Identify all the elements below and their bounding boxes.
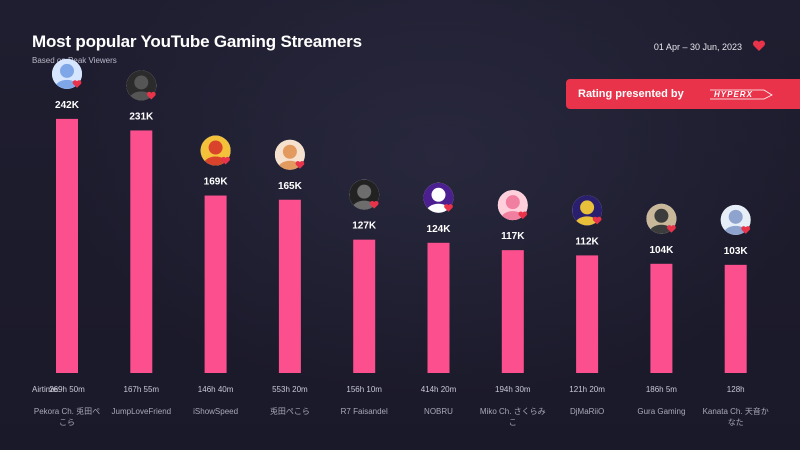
bar-5 <box>353 239 376 373</box>
value-label-5: 127K <box>352 221 377 232</box>
bar-3 <box>204 195 227 373</box>
streamer-name-7: Miko Ch. さくらみ <box>480 407 546 416</box>
bar-9 <box>650 263 673 373</box>
anime-girl-avatar-icon <box>720 204 751 235</box>
airtime-label-5: 156h 10m <box>346 385 382 394</box>
heart-badge-icon <box>444 204 453 212</box>
airtime-label-6: 414h 20m <box>421 385 457 394</box>
value-label-4: 165K <box>278 181 303 192</box>
anime-girl-avatar-icon <box>497 190 528 221</box>
streamer-name-6: NOBRU <box>424 407 453 416</box>
heart-badge-icon <box>369 200 379 209</box>
value-label-9: 104K <box>649 245 674 256</box>
airtime-label-7: 194h 30m <box>495 385 531 394</box>
airtime-prefix: Airtime: <box>32 385 59 394</box>
anime-girl-avatar-icon <box>274 139 305 170</box>
heart-badge-icon <box>72 80 82 88</box>
anime-girl-avatar-icon <box>52 58 82 89</box>
value-label-2: 231K <box>129 111 154 122</box>
streamer-name-10: Kanata Ch. 天音か <box>703 406 769 416</box>
svg-text:HYPERX: HYPERX <box>714 90 753 99</box>
cartoon-avatar-icon <box>200 135 231 166</box>
streamer-name-8: DjMaRiiO <box>570 407 604 416</box>
logo-avatar-icon <box>572 195 603 226</box>
bar-6 <box>427 242 450 373</box>
airtime-label-1: 269h 50m <box>49 385 85 394</box>
bar-4 <box>278 199 301 373</box>
heart-badge-icon <box>667 225 676 233</box>
streamer-name-10: なた <box>728 418 744 427</box>
value-label-8: 112K <box>575 236 599 247</box>
value-label-1: 242K <box>55 100 80 111</box>
bar-2 <box>130 130 153 373</box>
bar-10 <box>724 264 747 373</box>
bar-7 <box>501 250 524 373</box>
heart-badge-icon <box>518 211 528 220</box>
n-logo-avatar-icon <box>423 182 454 213</box>
airtime-label-9: 186h 5m <box>646 385 677 394</box>
heart-badge-icon <box>221 156 230 165</box>
hyperx-logo: HYPERX <box>710 89 773 100</box>
streamer-name-7: こ <box>509 418 517 427</box>
streamer-name-1: こら <box>59 418 75 427</box>
streamer-name-5: R7 Faisandel <box>341 407 388 416</box>
chart-title: Most popular YouTube Gaming Streamers <box>32 32 362 51</box>
heart-badge-icon <box>295 161 305 169</box>
heart-badge-icon <box>592 216 602 225</box>
value-label-3: 169K <box>204 177 229 188</box>
airtime-label-2: 167h 55m <box>124 385 160 394</box>
heart-badge-icon <box>741 226 751 234</box>
airtime-label-8: 121h 20m <box>569 385 605 394</box>
heart-badge-icon <box>146 91 156 100</box>
rating-banner: Rating presented by HYPERX <box>566 79 800 109</box>
value-label-6: 124K <box>427 224 452 235</box>
rating-banner-text: Rating presented by <box>578 88 684 100</box>
person-avatar-icon <box>349 179 380 210</box>
streamer-name-1: Pekora Ch. 兎田ぺ <box>34 406 100 416</box>
streamer-name-3: iShowSpeed <box>193 407 238 416</box>
streamer-name-4: 兎田ぺこら <box>270 406 310 416</box>
streamer-name-2: JumpLoveFriend <box>112 407 172 416</box>
man-avatar-icon <box>646 203 677 234</box>
date-range: 01 Apr – 30 Jun, 2023 <box>653 42 742 52</box>
streamer-name-9: Gura Gaming <box>637 407 685 416</box>
airtime-label-3: 146h 40m <box>198 385 234 394</box>
airtime-label-10: 128h <box>727 385 745 394</box>
bar-1 <box>56 118 78 374</box>
airtime-label-4: 553h 20m <box>272 385 308 394</box>
value-label-7: 117K <box>501 231 525 242</box>
heart-icon <box>752 40 766 51</box>
chart-subtitle: Based on Peak Viewers <box>32 56 117 65</box>
value-label-10: 103K <box>724 246 749 257</box>
man-avatar-icon <box>126 70 157 101</box>
bar-8 <box>576 255 599 373</box>
